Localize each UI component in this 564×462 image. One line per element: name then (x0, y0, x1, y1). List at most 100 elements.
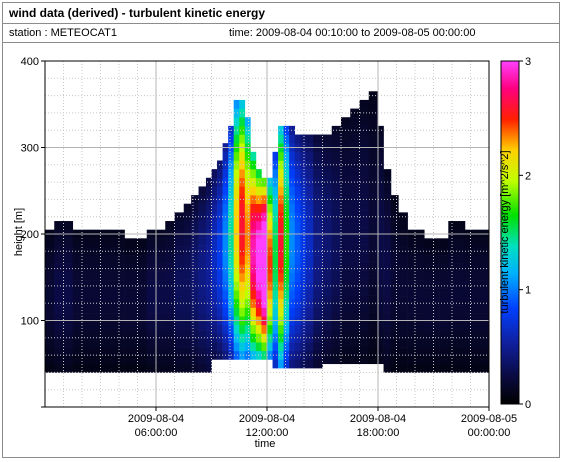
colorbar-tick-label: 3 (525, 56, 531, 68)
heatmap-cell (272, 290, 279, 300)
x-tick-label: 2009-08-05 (461, 413, 517, 425)
heatmap-cell (205, 203, 212, 212)
heatmap-cell (350, 193, 360, 203)
heatmap-cell (398, 305, 408, 314)
heatmap-cell (398, 296, 408, 306)
heatmap-cell (300, 272, 307, 282)
heatmap-cell (289, 203, 296, 213)
heatmap-cell (305, 186, 314, 196)
heatmap-cell (289, 238, 296, 248)
heatmap-cell (322, 236, 333, 246)
heatmap-cell (239, 272, 246, 282)
heatmap-cell (278, 298, 284, 308)
heatmap-cell (244, 324, 251, 334)
heatmap-cell (383, 186, 392, 195)
heatmap-cell (398, 288, 408, 297)
heatmap-cell (439, 296, 449, 306)
heatmap-cell (137, 322, 148, 331)
x-tick-label: 18:00:00 (357, 427, 400, 439)
heatmap-cell (183, 237, 192, 247)
heatmap-cell (146, 305, 157, 314)
heatmap-cell (390, 245, 399, 255)
heatmap-cell (464, 313, 481, 323)
heatmap-cell (313, 272, 323, 282)
heatmap-cell (322, 304, 333, 314)
heatmap-cell (398, 254, 408, 264)
heatmap-cell (222, 324, 229, 334)
heatmap-cell (198, 355, 207, 365)
heatmap-cell (183, 313, 192, 323)
heatmap-cell (165, 279, 175, 289)
heatmap-cell (233, 333, 240, 343)
y-tick-label: 100 (21, 316, 39, 328)
heatmap-cell (331, 202, 342, 212)
heatmap-cell (137, 364, 148, 373)
heatmap-cell (424, 263, 440, 273)
y-tick-label: 200 (21, 229, 39, 241)
heatmap-cell (91, 238, 111, 247)
heatmap-cell (217, 255, 223, 265)
heatmap-cell (424, 322, 440, 331)
heatmap-cell (278, 324, 284, 334)
heatmap-cell (368, 355, 379, 365)
heatmap-cell (124, 313, 138, 323)
heatmap-cell (283, 342, 290, 352)
heatmap-cell (250, 255, 257, 265)
heatmap-cell (331, 312, 342, 322)
heatmap-cell (109, 364, 125, 373)
heatmap-cell (146, 355, 157, 365)
heatmap-cell (91, 364, 111, 373)
heatmap-cell (313, 186, 323, 196)
heatmap-cell (109, 271, 125, 281)
heatmap-cell (278, 238, 284, 248)
heatmap-cell (255, 203, 262, 213)
heatmap-cell (350, 159, 360, 169)
heatmap-cell (289, 151, 296, 161)
heatmap-cell (211, 212, 218, 222)
heatmap-cell (191, 279, 199, 289)
heatmap-cell (198, 245, 207, 255)
heatmap-cell (261, 203, 268, 213)
heatmap-cell (289, 177, 296, 187)
heatmap-cell (191, 245, 199, 255)
heatmap-cell (278, 221, 284, 230)
heatmap-cell (211, 238, 218, 248)
heatmap-cell (91, 280, 111, 289)
heatmap-cell (267, 264, 273, 274)
heatmap-cell (278, 186, 284, 196)
heatmap-cell (368, 99, 379, 109)
heatmap-cell (191, 330, 199, 339)
heatmap-cell (205, 245, 212, 255)
heatmap-cell (272, 359, 279, 369)
heatmap-cell (294, 221, 301, 230)
heatmap-cell (322, 176, 333, 186)
heatmap-cell (272, 238, 279, 248)
heatmap-cell (331, 355, 342, 365)
heatmap-cell (368, 116, 379, 126)
heatmap-cell (378, 253, 384, 263)
heatmap-cell (272, 324, 279, 334)
heatmap-cell (239, 246, 246, 256)
heatmap-cell (239, 290, 246, 300)
colorbar-gradient (500, 60, 520, 405)
heatmap-cell (368, 91, 379, 101)
heatmap-cell (390, 271, 399, 280)
heatmap-cell (267, 272, 273, 282)
heatmap-cell (91, 355, 111, 365)
heatmap-cell (272, 333, 279, 343)
heatmap-cell (174, 330, 185, 340)
heatmap-cell (250, 333, 257, 343)
heatmap-cell (183, 203, 192, 213)
heatmap-cell (378, 236, 384, 246)
heatmap-cell (211, 272, 218, 282)
heatmap-cell (390, 304, 399, 314)
heatmap-cell (439, 347, 449, 356)
heatmap-cell (267, 333, 273, 343)
heatmap-cell (205, 228, 212, 238)
heatmap-cell (261, 238, 268, 248)
heatmap-cell (267, 212, 273, 222)
heatmap-cell (137, 238, 148, 248)
heatmap-cell (239, 307, 246, 317)
heatmap-cell (331, 151, 342, 161)
heatmap-cell (174, 355, 185, 365)
